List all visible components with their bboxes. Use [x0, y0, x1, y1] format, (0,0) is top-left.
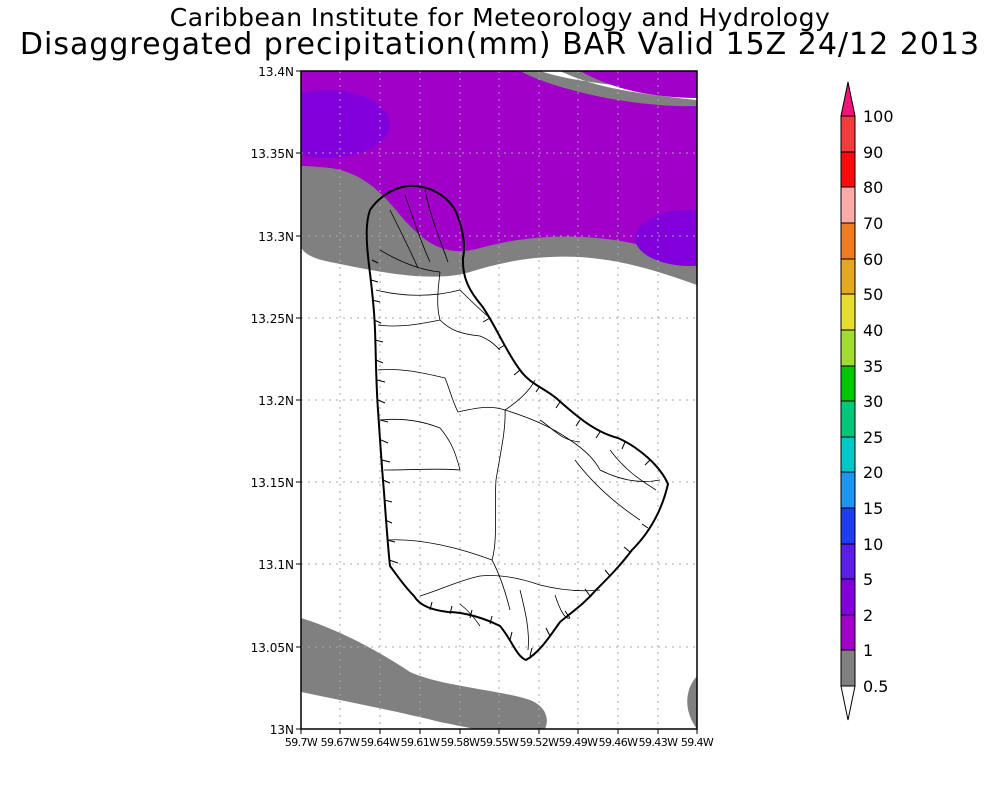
colorbar-cell	[840, 151, 856, 188]
colorbar-label: 20	[863, 463, 883, 482]
colorbar-cell	[840, 400, 856, 438]
lat-label: 13.15N	[251, 476, 294, 490]
lon-label: 59.52W	[520, 736, 559, 749]
colorbar-label: 40	[863, 321, 883, 340]
colorbar-label: 15	[863, 499, 883, 518]
colorbar-label: 80	[863, 178, 883, 197]
lon-label: 59.64W	[361, 736, 400, 749]
colorbar-label: 100	[863, 107, 894, 126]
lon-label: 59.4W	[681, 736, 714, 749]
colorbar-cell	[840, 222, 856, 260]
precip-lobe-purple-northeast	[580, 71, 697, 98]
lon-label: 59.55W	[480, 736, 519, 749]
colorbar-cell	[840, 365, 856, 402]
lat-label: 13.1N	[258, 558, 294, 572]
colorbar-cell	[840, 436, 856, 473]
lon-label: 59.58W	[441, 736, 480, 749]
colorbar-cell	[840, 578, 856, 616]
colorbar-label: 70	[863, 214, 883, 233]
colorbar-cell	[840, 543, 856, 580]
lat-label: 13N	[270, 723, 294, 737]
axis-ticks	[296, 70, 698, 734]
lat-label: 13.25N	[251, 312, 294, 326]
colorbar-cell	[840, 471, 856, 509]
lat-label: 13.2N	[258, 394, 294, 408]
colorbar-label: 25	[863, 428, 883, 447]
lon-label: 59.49W	[559, 736, 598, 749]
precip-band-purple-north	[301, 71, 697, 264]
colorbar-arrow-top	[840, 81, 856, 117]
colorbar-cell	[840, 115, 856, 153]
lon-label: 59.61W	[401, 736, 440, 749]
colorbar-cell	[840, 649, 856, 687]
colorbar-cell	[840, 258, 856, 295]
lon-label: 59.67W	[321, 736, 360, 749]
colorbar-label: 2	[863, 606, 873, 625]
colorbar-label: 50	[863, 285, 883, 304]
colorbar	[840, 81, 856, 721]
coastal-detail-east	[482, 317, 651, 466]
map-gridlines	[301, 71, 697, 729]
precip-lobe-violet-west	[301, 90, 390, 158]
precip-band-white-southwest	[301, 692, 475, 729]
colorbar-label: 90	[863, 143, 883, 162]
colorbar-label: 1	[863, 641, 873, 660]
precip-band-grey-southwest	[301, 618, 547, 729]
colorbar-cell	[840, 507, 856, 545]
lon-label: 59.43W	[639, 736, 678, 749]
colorbar-label: 30	[863, 392, 883, 411]
colorbar-cell	[840, 614, 856, 651]
colorbar-cell	[840, 329, 856, 367]
map-subtitle: Disaggregated precipitation(mm) BAR Vali…	[19, 27, 981, 62]
lon-label: 59.46W	[599, 736, 638, 749]
lat-label: 13.05N	[251, 641, 294, 655]
lat-label: 13.3N	[258, 230, 294, 244]
lon-label: 59.7W	[285, 736, 318, 749]
colorbar-cell	[840, 293, 856, 331]
barbados-coastline	[365, 184, 670, 662]
coastal-detail-west	[370, 259, 399, 564]
lat-label: 13.35N	[251, 147, 294, 161]
watershed-boundaries	[375, 189, 661, 651]
colorbar-arrow-bottom	[840, 685, 856, 721]
precip-lobe-violet-east	[635, 210, 697, 266]
colorbar-label: 5	[863, 570, 873, 589]
colorbar-label: 10	[863, 535, 883, 554]
map-title: Caribbean Institute for Meteorology and …	[169, 3, 831, 32]
colorbar-label: 0.5	[863, 677, 888, 696]
colorbar-cell	[840, 186, 856, 224]
colorbar-label: 35	[863, 357, 883, 376]
precip-band-grey-southeast	[687, 676, 697, 729]
lat-label: 13.4N	[258, 65, 294, 79]
colorbar-label: 60	[863, 250, 883, 269]
